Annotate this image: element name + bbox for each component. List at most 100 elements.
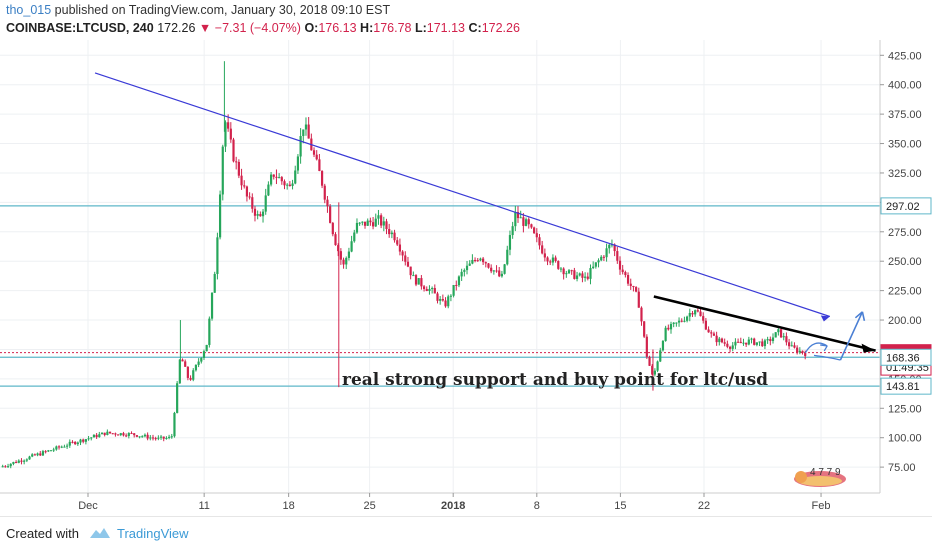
candle-body <box>745 342 748 345</box>
candle-body <box>573 270 576 279</box>
price-tick-label: 250.00 <box>888 256 922 268</box>
candle-body <box>68 441 71 446</box>
candle-body <box>9 463 12 467</box>
price-tick-label: 125.00 <box>888 403 922 415</box>
candle-body <box>353 232 356 242</box>
candle-body <box>267 184 270 196</box>
candle-body <box>441 298 444 301</box>
candle-body <box>691 312 694 315</box>
candle-body <box>482 258 485 263</box>
candle-body <box>538 237 541 246</box>
candle-body <box>189 377 192 380</box>
price-chart[interactable]: real strong support and buy point for lt… <box>0 40 932 516</box>
tradingview-brand-link[interactable]: TradingView <box>117 526 189 541</box>
candle-body <box>694 310 697 315</box>
candle-body <box>712 333 716 336</box>
published-text: published on TradingView.com, January 30… <box>54 3 391 17</box>
projection-arrow-breakout <box>839 311 864 361</box>
candle-body <box>640 307 643 322</box>
candle-body <box>487 263 490 268</box>
candle-body <box>710 332 713 334</box>
projection-arrow-dip <box>813 354 841 361</box>
candle-body <box>457 276 461 286</box>
projection-arrow-up-small <box>804 342 828 354</box>
candle-body <box>318 159 321 172</box>
price-tag-level: 297.02 <box>880 197 932 215</box>
candle-body <box>804 352 807 357</box>
candle-body <box>382 221 385 226</box>
candle-body <box>146 434 149 439</box>
candle-body <box>44 451 47 453</box>
candle-body <box>731 345 734 349</box>
candle-body <box>626 275 630 284</box>
candle-body <box>33 454 36 456</box>
candle-body <box>412 275 415 277</box>
lower-trendline-arrowhead <box>861 343 876 353</box>
candle-body <box>25 459 28 461</box>
candle-body <box>404 255 407 262</box>
candle-body <box>15 461 18 463</box>
candle-body <box>420 278 423 287</box>
time-tick-label: 15 <box>614 500 626 512</box>
candle-body <box>90 437 93 439</box>
low-value: 171.13 <box>426 21 466 35</box>
candle-body <box>449 295 453 297</box>
candle-body <box>294 170 297 184</box>
support-annotation: real strong support and buy point for lt… <box>342 370 768 390</box>
candle-body <box>288 184 291 186</box>
candle-body <box>184 361 187 367</box>
candle-body <box>307 124 310 139</box>
candle-body <box>777 329 780 333</box>
candle-body <box>417 278 420 285</box>
price-tick-label: 325.00 <box>888 168 922 180</box>
candle-body <box>350 241 353 252</box>
upper-trendline[interactable] <box>94 72 831 318</box>
candle-body <box>186 366 189 378</box>
author-username[interactable]: tho_015 <box>6 3 52 17</box>
high-label: H: <box>360 21 374 35</box>
candle-body <box>130 433 133 435</box>
candle-body <box>108 431 112 434</box>
candle-body <box>755 342 758 345</box>
candle-body <box>570 270 573 272</box>
candle-body <box>347 251 351 258</box>
candle-body <box>345 257 348 265</box>
trendlines[interactable] <box>94 72 876 353</box>
time-tick-label: 11 <box>198 500 209 512</box>
time-axis[interactable]: Dec 11 18 25 2018 8 15 22 Feb <box>78 493 831 512</box>
lower-trendline[interactable] <box>653 295 876 352</box>
symbol-label: COINBASE:LTCUSD, 240 <box>6 21 154 35</box>
candle-body <box>82 439 85 442</box>
candle-body <box>541 245 544 254</box>
candle-body <box>4 466 7 468</box>
candle-body <box>492 270 495 272</box>
candle-body <box>159 436 163 438</box>
candle-body <box>92 434 96 438</box>
price-axis[interactable]: 75.00100.00125.00150.00175.00200.00225.0… <box>880 50 922 474</box>
candle-body <box>23 460 26 462</box>
candle-body <box>433 288 436 294</box>
candle-body <box>498 270 501 277</box>
candle-body <box>779 329 783 338</box>
plot-background <box>0 40 880 493</box>
candle-body <box>302 129 305 137</box>
candle-body <box>465 265 469 271</box>
candle-body <box>444 300 447 307</box>
candle-body <box>398 244 402 252</box>
candle-body <box>286 184 289 186</box>
projection-arrowhead <box>820 344 828 352</box>
price-tick-label: 225.00 <box>888 286 922 298</box>
price-tick-label: 425.00 <box>888 50 922 62</box>
candle-body <box>210 292 214 319</box>
candle-body <box>358 222 361 224</box>
candle-body <box>723 342 726 344</box>
candle-body <box>342 259 345 265</box>
price-tick-label: 350.00 <box>888 139 922 151</box>
upper-trendline-arrowhead <box>820 315 830 322</box>
candle-body <box>522 217 525 226</box>
candle-body <box>167 436 171 438</box>
time-tick-label: 8 <box>534 500 540 512</box>
grid <box>0 40 880 493</box>
candle-body <box>613 244 616 252</box>
